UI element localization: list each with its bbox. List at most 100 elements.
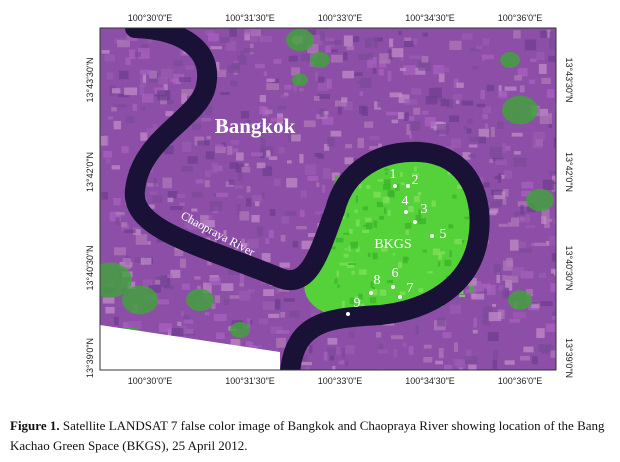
texture [356, 80, 362, 85]
texture [414, 195, 420, 203]
texture [351, 270, 355, 275]
texture [330, 54, 343, 63]
texture [127, 281, 136, 290]
texture [482, 38, 490, 46]
site-number: 6 [392, 266, 399, 281]
texture [121, 222, 128, 228]
texture [404, 222, 412, 229]
texture [305, 366, 310, 370]
texture [541, 208, 550, 218]
texture [261, 191, 265, 199]
site-marker [346, 312, 350, 316]
texture [236, 203, 241, 215]
texture [272, 78, 280, 84]
texture [183, 319, 194, 324]
texture [503, 260, 514, 271]
texture [523, 346, 534, 353]
texture [549, 236, 556, 246]
texture [149, 191, 157, 195]
texture [195, 179, 204, 184]
texture [263, 71, 267, 77]
texture [400, 182, 405, 186]
texture [472, 65, 479, 70]
texture [379, 215, 385, 220]
texture [276, 330, 290, 334]
green-space-label: BKGS [374, 237, 411, 252]
texture [244, 163, 249, 167]
texture [248, 289, 255, 293]
texture [482, 113, 488, 120]
texture [309, 345, 313, 354]
texture [209, 277, 221, 286]
texture [247, 238, 259, 249]
longitude-label: 100°36'0"E [498, 376, 543, 386]
texture [103, 151, 113, 158]
site-number: 4 [402, 194, 409, 209]
texture [200, 214, 209, 226]
texture [349, 297, 355, 305]
texture [493, 191, 506, 200]
texture [292, 240, 299, 248]
texture [343, 35, 353, 47]
texture [314, 95, 320, 101]
texture [214, 295, 221, 304]
texture [489, 159, 494, 164]
texture [142, 279, 153, 289]
texture [128, 321, 142, 330]
texture [391, 335, 404, 340]
texture [387, 210, 391, 217]
texture [244, 32, 250, 41]
texture [476, 103, 486, 108]
texture [347, 262, 355, 268]
texture [185, 65, 195, 70]
texture [391, 48, 404, 58]
texture [493, 264, 501, 276]
texture [480, 283, 491, 292]
texture [229, 162, 239, 169]
texture [229, 295, 240, 299]
texture [191, 191, 203, 198]
texture [342, 300, 345, 308]
texture [398, 30, 402, 36]
texture [444, 364, 453, 370]
texture [540, 301, 553, 306]
texture [180, 311, 185, 316]
texture [241, 167, 251, 173]
texture [230, 80, 236, 85]
texture [530, 243, 535, 247]
texture [241, 238, 245, 247]
texture [465, 349, 472, 360]
site-number: 2 [412, 173, 419, 188]
texture [438, 348, 444, 359]
texture [235, 163, 244, 173]
texture [551, 253, 556, 262]
texture [268, 230, 274, 238]
texture [111, 106, 117, 112]
texture [342, 70, 355, 79]
texture [530, 58, 537, 63]
texture [456, 359, 465, 368]
texture [283, 298, 295, 302]
texture [196, 285, 201, 290]
texture [511, 266, 525, 277]
texture [372, 64, 377, 74]
texture [493, 349, 499, 360]
texture [266, 150, 270, 156]
texture [221, 283, 234, 291]
texture [373, 37, 384, 42]
texture [184, 222, 197, 228]
texture [183, 315, 190, 324]
texture [337, 284, 340, 288]
texture [296, 226, 307, 230]
texture [261, 253, 271, 263]
texture [352, 36, 360, 43]
texture [157, 90, 170, 101]
texture [517, 68, 528, 77]
texture [132, 229, 141, 235]
site-marker [430, 234, 434, 238]
texture [442, 332, 452, 339]
texture [422, 110, 429, 115]
texture [350, 241, 358, 249]
texture [418, 288, 424, 293]
texture [502, 274, 506, 281]
